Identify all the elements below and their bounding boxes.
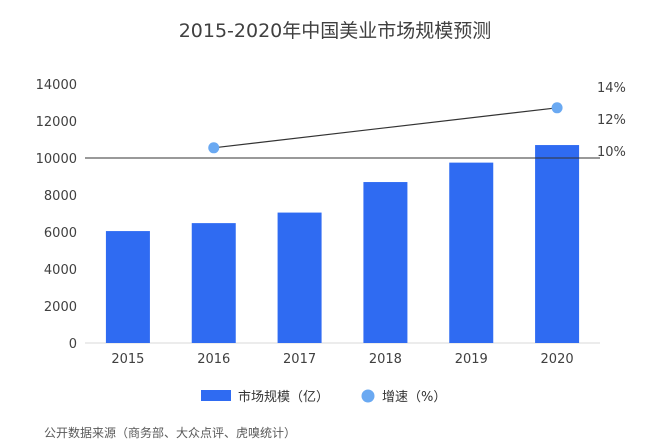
x-tick-label: 2018 bbox=[369, 352, 402, 367]
legend-line-label: 增速（%） bbox=[382, 390, 446, 405]
y-tick-label: 2000 bbox=[44, 300, 77, 315]
x-tick-label: 2017 bbox=[283, 352, 316, 367]
chart-title: 2015-2020年中国美业市场规模预测 bbox=[178, 20, 492, 42]
y2-tick-label: 14% bbox=[597, 81, 626, 96]
growth-point bbox=[551, 102, 563, 114]
legend-line-swatch bbox=[361, 389, 375, 403]
x-tick-label: 2016 bbox=[197, 352, 230, 367]
bar bbox=[535, 145, 580, 343]
growth-line bbox=[213, 107, 558, 149]
bar bbox=[363, 182, 408, 343]
bar bbox=[449, 162, 494, 343]
growth-point bbox=[208, 142, 220, 154]
bar bbox=[277, 212, 322, 343]
y2-tick-label: 10% bbox=[597, 145, 626, 160]
y-tick-label: 10000 bbox=[36, 152, 77, 167]
x-tick-label: 2019 bbox=[455, 352, 488, 367]
bar bbox=[105, 231, 150, 343]
y-tick-label: 4000 bbox=[44, 263, 77, 278]
x-tick-label: 2015 bbox=[111, 352, 144, 367]
y-tick-label: 12000 bbox=[36, 115, 77, 130]
legend-bar-swatch bbox=[201, 390, 231, 401]
legend-bar-label: 市场规模（亿） bbox=[238, 389, 329, 405]
y2-tick-label: 12% bbox=[597, 113, 626, 128]
y-tick-label: 8000 bbox=[44, 189, 77, 204]
x-tick-label: 2020 bbox=[541, 352, 574, 367]
y-tick-label: 6000 bbox=[44, 226, 77, 241]
y-tick-label: 14000 bbox=[36, 78, 77, 93]
bar bbox=[191, 223, 236, 343]
y-tick-label: 0 bbox=[69, 337, 77, 352]
source-note: 公开数据来源（商务部、大众点评、虎嗅统计） bbox=[44, 426, 297, 440]
